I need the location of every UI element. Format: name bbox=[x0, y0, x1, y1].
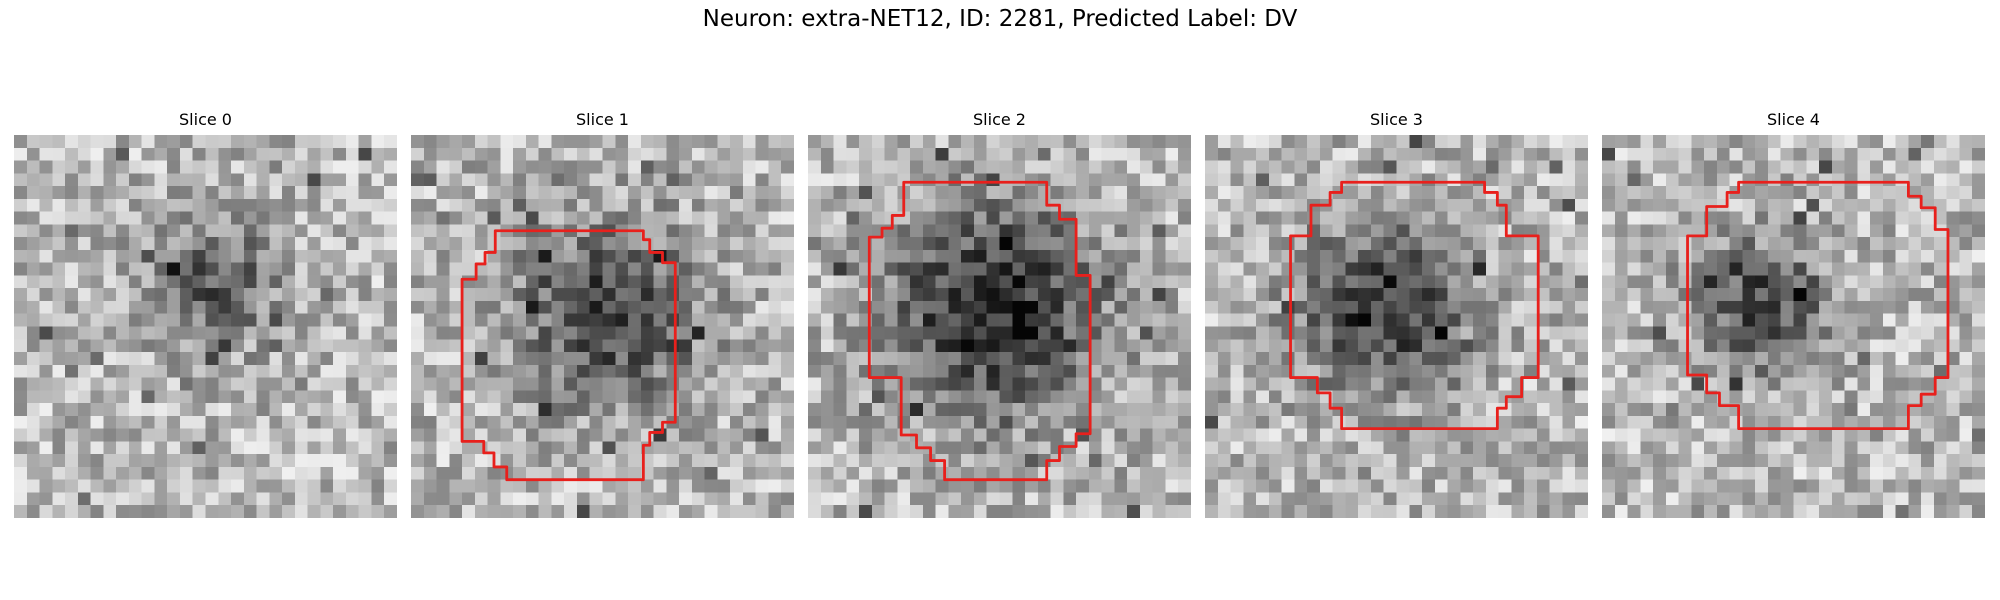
slice-image-3 bbox=[1205, 135, 1588, 518]
figure-title: Neuron: extra-NET12, ID: 2281, Predicted… bbox=[0, 6, 2000, 32]
slice-title: Slice 1 bbox=[411, 110, 794, 130]
roi-contour bbox=[1602, 135, 1985, 518]
roi-contour-line bbox=[462, 231, 675, 480]
slice-panel-2: Slice 2 bbox=[808, 110, 1191, 130]
roi-contour-line bbox=[869, 182, 1090, 479]
slice-title: Slice 0 bbox=[14, 110, 397, 130]
slice-image-1 bbox=[411, 135, 794, 518]
slice-title: Slice 3 bbox=[1205, 110, 1588, 130]
slice-panel-1: Slice 1 bbox=[411, 110, 794, 130]
roi-contour bbox=[1205, 135, 1588, 518]
slice-image-4 bbox=[1602, 135, 1985, 518]
slice-panel-0: Slice 0 bbox=[14, 110, 397, 130]
slice-image-0 bbox=[14, 135, 397, 518]
slice-panel-3: Slice 3 bbox=[1205, 110, 1588, 130]
slice-title: Slice 2 bbox=[808, 110, 1191, 130]
roi-contour-line bbox=[1291, 182, 1539, 428]
roi-contour bbox=[411, 135, 794, 518]
roi-contour bbox=[14, 135, 397, 518]
roi-contour-line bbox=[1688, 182, 1948, 428]
slice-title: Slice 4 bbox=[1602, 110, 1985, 130]
slice-panel-4: Slice 4 bbox=[1602, 110, 1985, 130]
roi-contour bbox=[808, 135, 1191, 518]
slice-image-2 bbox=[808, 135, 1191, 518]
